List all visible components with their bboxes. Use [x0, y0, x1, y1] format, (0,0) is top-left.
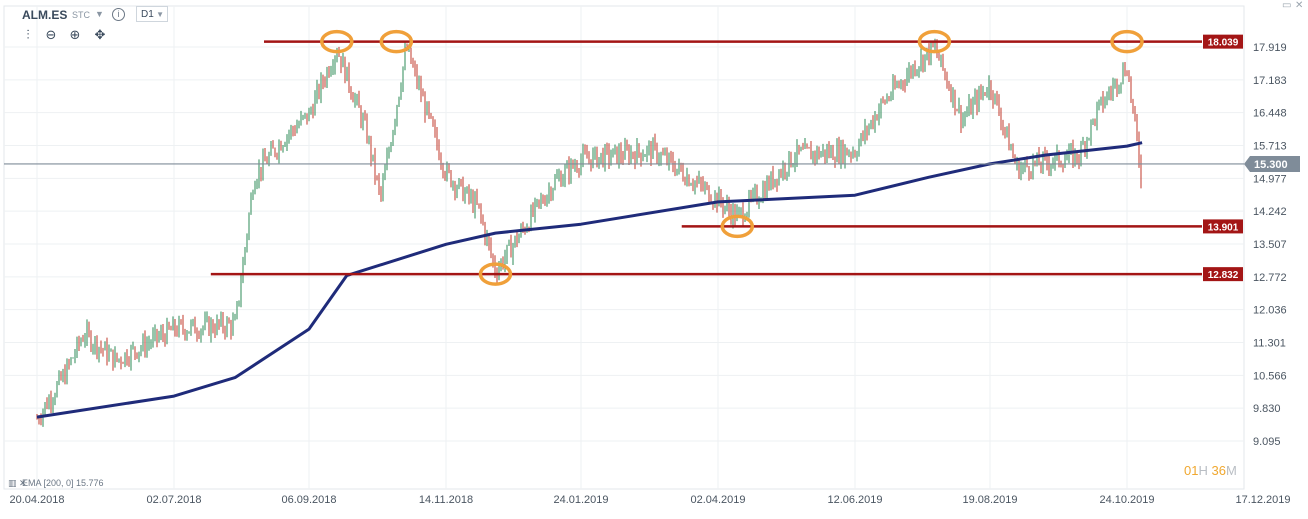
level-label: 13.901 [1208, 222, 1239, 233]
x-tick-label: 14.11.2018 [419, 494, 473, 506]
chart-toolbar: ALM.ES STC ▼ i D1 ▼ ⫶ ⊖ ⊕ ✥ [0, 0, 400, 48]
level-tag [1203, 34, 1243, 49]
y-tick-label: 9.830 [1253, 403, 1281, 415]
x-tick-label: 06.09.2018 [281, 494, 336, 506]
y-tick-label: 16.448 [1253, 108, 1287, 120]
countdown-hours: 01 [1184, 463, 1199, 478]
y-tick-label: 13.507 [1253, 239, 1287, 251]
timeframe-value: D1 [141, 9, 154, 20]
bar-countdown: 01H 36M [1184, 463, 1237, 478]
grid [3, 5, 1245, 490]
x-tick-label: 20.04.2018 [9, 494, 64, 506]
axes: 17.919 17.183 16.448 15.713 14.977 14.242 13.5… [4, 42, 1300, 506]
info-icon[interactable]: i [112, 8, 125, 21]
y-tick-label: 11.301 [1253, 338, 1286, 350]
y-tick-label: 15.713 [1253, 141, 1287, 153]
crosshair-icon[interactable]: ✥ [94, 27, 106, 42]
countdown-minutes: 36 [1211, 463, 1226, 478]
candles [36, 38, 1142, 427]
y-tick-label: 10.566 [1253, 370, 1287, 382]
y-tick-label: 14.977 [1253, 173, 1287, 185]
plot-frame [3, 5, 1245, 490]
current-price-tag [1244, 155, 1300, 172]
countdown-hours-unit: H [1198, 463, 1208, 478]
zoom-in-icon[interactable]: ⊕ [69, 27, 81, 42]
x-tick-label: 17.12.2019 [1235, 494, 1290, 506]
y-tick-label: 12.772 [1253, 272, 1287, 284]
highlight-ellipses [320, 29, 1144, 286]
highlight-ellipse [917, 29, 952, 54]
current-price-label: 15.300 [1254, 159, 1288, 171]
bars-style-icon[interactable]: ⫶ [26, 27, 30, 42]
highlight-ellipse [1110, 29, 1144, 54]
highlight-ellipse [379, 29, 414, 54]
x-tick-label: 02.07.2018 [146, 494, 201, 506]
ema-line [36, 141, 1143, 419]
x-tick-label: 24.10.2019 [1099, 494, 1154, 506]
x-tick-label: 19.08.2019 [962, 494, 1017, 506]
y-tick-label: 12.036 [1253, 305, 1287, 317]
highlight-ellipse [320, 29, 354, 54]
ema-series [36, 141, 1143, 419]
source-label: STC [72, 10, 90, 20]
x-tick-label: 12.06.2019 [827, 494, 882, 506]
y-tick-label: 17.183 [1253, 75, 1287, 87]
highlight-ellipse [478, 262, 513, 286]
timeframe-select[interactable]: D1 ▼ [136, 6, 168, 22]
level-tag [1203, 219, 1243, 234]
indicator-controls[interactable]: ▥ ✕ [8, 478, 27, 488]
countdown-minutes-unit: M [1225, 463, 1237, 478]
x-tick-label: 24.01.2019 [553, 494, 608, 506]
source-caret-icon[interactable]: ▼ [95, 9, 104, 19]
symbol-label[interactable]: ALM.ES [22, 8, 68, 22]
y-tick-label: 9.095 [1253, 436, 1281, 448]
x-tick-label: 02.04.2019 [690, 494, 745, 506]
level-tag [1203, 267, 1243, 282]
chevron-down-icon: ▼ [156, 10, 164, 19]
level-label: 12.832 [1208, 270, 1239, 281]
level-lines: 18.039 13.901 12.832 [210, 34, 1243, 282]
zoom-out-icon[interactable]: ⊖ [45, 27, 57, 42]
highlight-ellipse [720, 214, 755, 239]
minimize-icon[interactable]: ▭ [1282, 0, 1292, 11]
ema-indicator-label: EMA [200, 0] 15.776 [22, 478, 104, 488]
y-tick-label: 14.242 [1253, 206, 1287, 218]
y-tick-label: 17.919 [1253, 42, 1287, 54]
level-label: 18.039 [1208, 38, 1239, 49]
close-icon[interactable]: ✕ [1295, 0, 1304, 11]
